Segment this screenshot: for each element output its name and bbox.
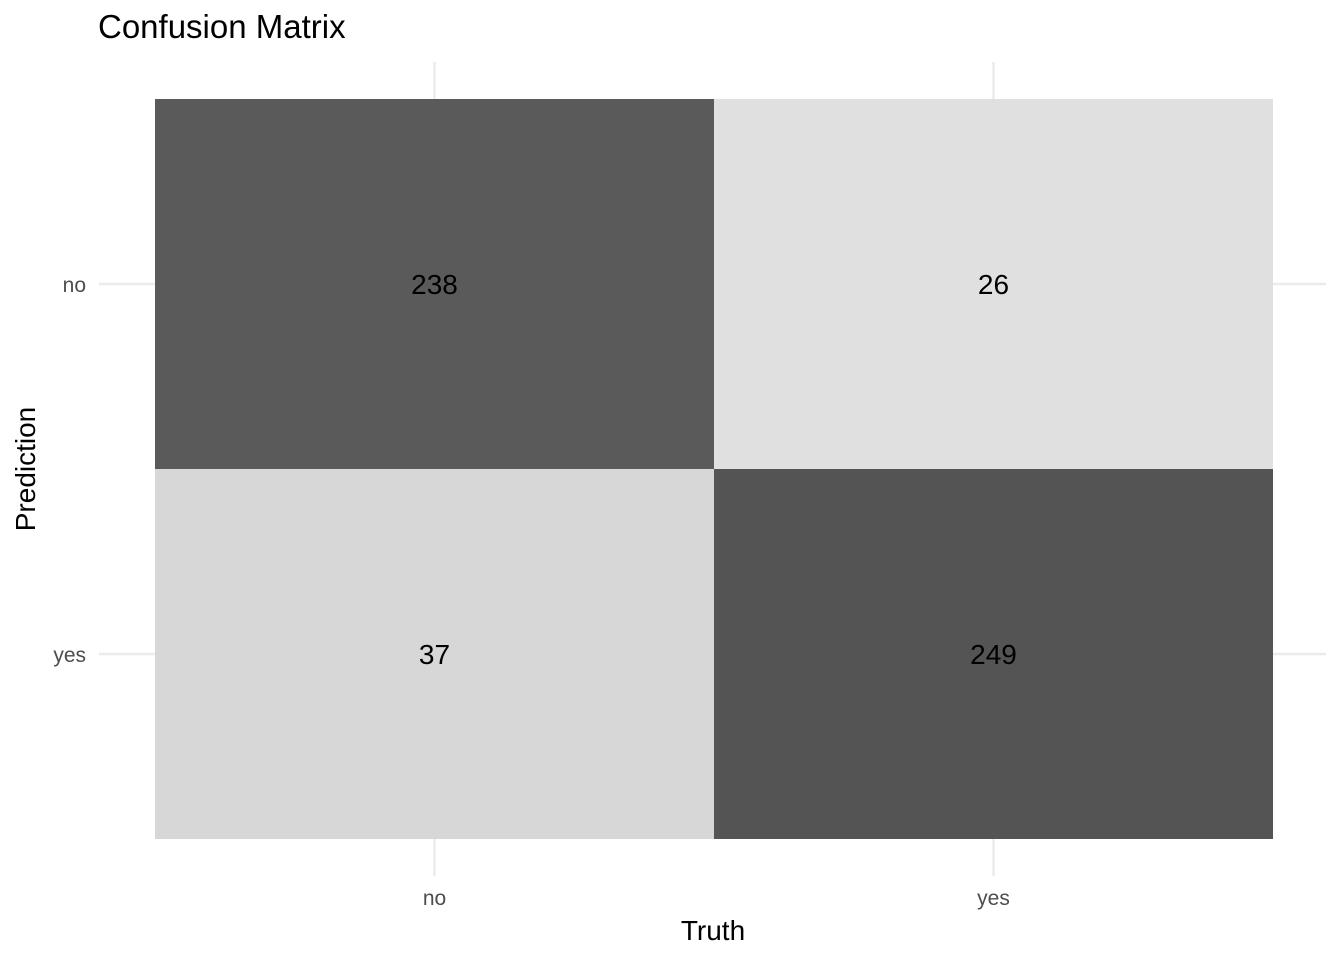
x-tick-label-no: no <box>423 887 446 910</box>
heatmap-cell-truth-no-pred-no <box>155 99 714 469</box>
chart-title: Confusion Matrix <box>98 8 346 45</box>
y-tick-label-no: no <box>63 274 86 297</box>
heatmap-cell-truth-yes-pred-yes <box>714 469 1273 839</box>
y-tick-label-yes: yes <box>53 644 86 667</box>
cell-labels: 238 26 37 249 <box>411 269 1017 670</box>
cell-value-label-truth-no-pred-yes: 37 <box>419 639 450 670</box>
axis-ticks: no yes no yes <box>53 274 1010 910</box>
heatmap-cell-truth-yes-pred-no <box>714 99 1273 469</box>
cell-value-label-truth-yes-pred-yes: 249 <box>970 639 1017 670</box>
cell-value-label-truth-no-pred-no: 238 <box>411 269 458 300</box>
cell-value-label-truth-yes-pred-no: 26 <box>978 269 1009 300</box>
x-tick-label-yes: yes <box>977 887 1010 910</box>
heatmap-cells <box>155 99 1273 839</box>
x-axis-title: Truth <box>681 915 745 946</box>
y-axis-title: Prediction <box>10 407 41 532</box>
heatmap-cell-truth-no-pred-yes <box>155 469 714 839</box>
